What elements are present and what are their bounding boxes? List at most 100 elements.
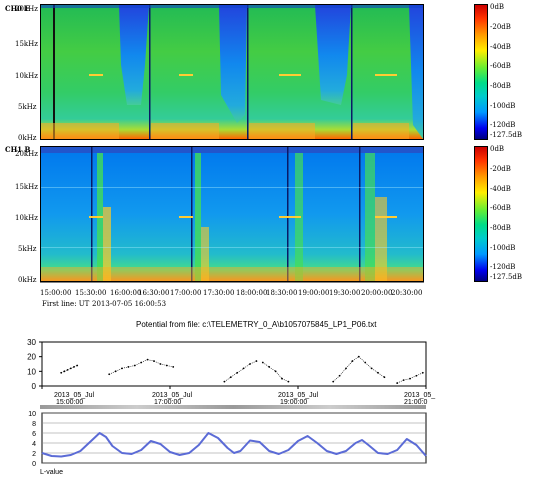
potential-point-link	[332, 375, 340, 382]
time-axis-ticks	[40, 281, 424, 283]
colorbar-e-label: -120dB	[490, 121, 516, 129]
potential-point-link	[262, 362, 270, 368]
potential-y-tick-label: 0	[32, 382, 37, 391]
panel-e-freq-label: 0kHz	[18, 134, 37, 142]
time-axis-label: 20:30:00	[391, 289, 423, 297]
colorbar-b-label: -80dB	[490, 224, 511, 232]
colorbar-b-label: -120dB	[490, 263, 516, 271]
potential-y-tick-label: 10	[27, 367, 36, 376]
colorbar-e-label: -127.5dB	[490, 131, 523, 139]
potential-point-link	[352, 356, 359, 362]
lvalue-y-tick-label: 8	[32, 421, 36, 428]
lvalue-y-tick-label: 0	[32, 461, 36, 468]
time-axis-label: 20:00:00	[361, 289, 393, 297]
colorbar-e-label: -40dB	[490, 43, 511, 51]
colorbar-b-label: -40dB	[490, 185, 511, 193]
potential-point-link	[70, 366, 75, 369]
lvalue-chart: 0 2 4 6 8 10	[0, 407, 440, 469]
time-axis-label: 19:30:00	[329, 289, 361, 297]
spectrogram-e	[40, 4, 424, 140]
potential-point-link	[237, 368, 244, 374]
potential-point-link	[73, 365, 78, 368]
time-axis-label: 18:30:00	[266, 289, 298, 297]
panel-e-freq-label: 20kHz	[15, 5, 38, 13]
panel-b-freq-label: 15kHz	[15, 183, 38, 191]
panel-e-freq-label: 10kHz	[15, 72, 38, 80]
potential-x-tick-label: 17:00:00	[154, 399, 182, 406]
potential-point-link	[61, 371, 65, 374]
colorbar-e-label: -20dB	[490, 23, 511, 31]
spectrogram-b	[40, 146, 424, 282]
colorbar-b-label: -20dB	[490, 165, 511, 173]
potential-x-tick-label: 21:00:0	[404, 399, 428, 406]
time-axis-label: 15:00:00	[40, 289, 72, 297]
time-axis-label: 15:30:00	[75, 289, 107, 297]
potential-point-link	[224, 376, 231, 382]
lvalue-y-tick-label: 10	[28, 411, 36, 418]
potential-point-link	[269, 366, 276, 372]
potential-y-tick-label: 30	[27, 338, 36, 347]
time-axis-label: 18:00:00	[236, 289, 268, 297]
first-line-value: 2013-07-05 16:00:53	[92, 300, 167, 308]
potential-title: Potential from file: c:\TELEMETRY_0_A\b1…	[136, 320, 377, 329]
colorbar-e-label: -60dB	[490, 62, 511, 70]
time-axis-label: 16:30:00	[138, 289, 170, 297]
colorbar-b	[474, 146, 488, 282]
spectrogram-e-image	[41, 5, 423, 139]
time-axis-label: 17:00:00	[170, 289, 202, 297]
potential-point-link	[243, 363, 251, 369]
panel-b-freq-label: 5kHz	[18, 245, 37, 253]
time-axis-label: 16:00:00	[110, 289, 142, 297]
panel-b-freq-label: 0kHz	[18, 276, 37, 284]
lvalue-y-tick-label: 6	[32, 431, 36, 438]
potential-point-link	[371, 368, 379, 374]
panel-b-freq-label: 10kHz	[15, 214, 38, 222]
colorbar-e-label: -100dB	[490, 102, 516, 110]
colorbar-b-label: -100dB	[490, 244, 516, 252]
potential-point-link	[358, 356, 366, 363]
lvalue-y-tick-label: 2	[32, 451, 36, 458]
potential-point-link	[364, 362, 372, 369]
first-line-label: First line: UT	[42, 300, 90, 308]
potential-point-link	[67, 368, 71, 371]
panel-e-freq-label: 15kHz	[15, 40, 38, 48]
colorbar-b-label: -60dB	[490, 204, 511, 212]
potential-point-link	[275, 371, 283, 379]
lvalue-y-tick-label: 4	[32, 441, 36, 448]
potential-plot: 0 10 20 30	[27, 338, 427, 391]
potential-chart: 0 10 20 30	[0, 330, 440, 408]
separator-band	[40, 405, 426, 409]
potential-x-tick-label: 2013_05_Jul	[54, 392, 95, 399]
lvalue-series-line	[41, 432, 427, 458]
spectrogram-b-image	[41, 147, 423, 281]
time-axis-label: 19:00:00	[298, 289, 330, 297]
colorbar-e	[474, 4, 488, 140]
potential-point-link	[339, 368, 347, 376]
panel-b-freq-label: 20kHz	[15, 150, 38, 158]
potential-frame	[41, 341, 427, 387]
potential-point-link	[345, 360, 353, 369]
potential-x-tick-label: 2013_05_Jul	[278, 392, 319, 399]
colorbar-b-label: -127.5dB	[490, 273, 523, 281]
colorbar-b-label: 0dB	[490, 145, 505, 153]
potential-point	[383, 376, 386, 379]
lvalue-plot: 0 2 4 6 8 10	[28, 411, 427, 468]
potential-point-link	[377, 372, 385, 378]
potential-x-tick-label: 2013_05_	[404, 392, 436, 399]
time-axis-label: 17:30:00	[203, 289, 235, 297]
lvalue-frame	[41, 412, 427, 464]
lvalue-xlabel: L-value	[40, 469, 63, 476]
time-axis	[40, 281, 424, 295]
colorbar-e-label: -80dB	[490, 82, 511, 90]
potential-point-link	[64, 369, 68, 372]
potential-point-link	[230, 372, 238, 378]
panel-b-title: CH1 B	[5, 145, 31, 154]
potential-x-tick-label: 2013_05_Jul	[152, 392, 193, 399]
potential-y-tick-label: 20	[27, 353, 36, 362]
potential-x-tick-label: 15:00:00	[56, 399, 84, 406]
panel-e-freq-label: 5kHz	[18, 103, 37, 111]
colorbar-e-label: 0dB	[490, 3, 505, 11]
potential-point	[172, 366, 175, 368]
potential-x-tick-label: 19:00:00	[280, 399, 308, 406]
panel-e-title: CH0 E	[5, 4, 30, 13]
